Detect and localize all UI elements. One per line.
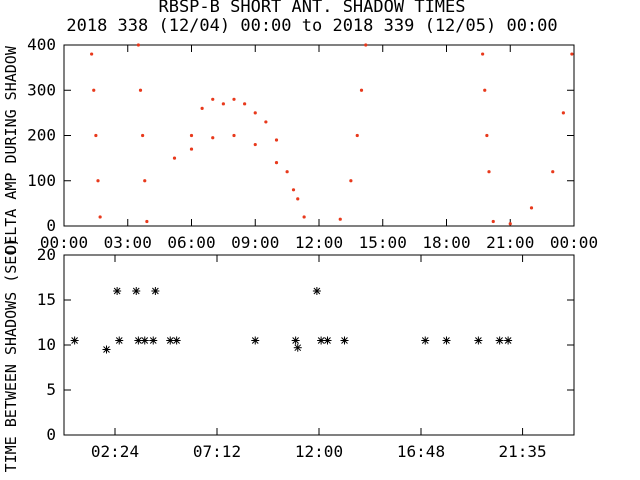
- data-point: [481, 52, 485, 56]
- data-point: [90, 52, 94, 56]
- data-point: [291, 188, 296, 192]
- data-point: [264, 120, 268, 124]
- x-tick-label: 15:00: [359, 233, 407, 252]
- top-y-axis-label: DELTA AMP DURING SHADOW: [2, 45, 20, 254]
- data-point: [338, 217, 342, 221]
- data-point: [138, 88, 143, 92]
- data-point: [211, 136, 215, 140]
- x-tick-label: 03:00: [104, 233, 152, 252]
- bottom-panel: 02:24 07:12 12:00 16:48 21:35 0 5 10 15 20: [37, 245, 575, 461]
- asterisk-point: [474, 336, 483, 345]
- data-point: [221, 102, 225, 106]
- asterisk-point: [340, 336, 349, 345]
- data-point: [364, 43, 368, 47]
- y-tick-label: 400: [27, 35, 56, 54]
- data-point: [136, 43, 140, 47]
- data-point: [508, 222, 512, 226]
- chart-title-line1: RBSP-B SHORT ANT. SHADOW TIMES: [158, 0, 465, 17]
- data-point: [302, 215, 306, 219]
- data-point: [483, 88, 487, 92]
- data-point: [243, 102, 247, 106]
- data-point: [172, 156, 177, 160]
- asterisk-point: [149, 336, 158, 345]
- data-point: [92, 88, 96, 92]
- data-point: [551, 170, 555, 174]
- asterisk-point: [291, 336, 300, 345]
- data-point: [143, 179, 147, 183]
- asterisk-point: [442, 336, 451, 345]
- x-tick-label: 12:00: [295, 442, 343, 461]
- x-tick-label: 21:00: [486, 233, 534, 252]
- x-tick-label: 16:48: [397, 442, 445, 461]
- bottom-plot-frame: [63, 254, 575, 436]
- asterisk-point: [140, 336, 149, 345]
- data-point: [232, 97, 236, 101]
- data-point: [200, 106, 204, 110]
- data-point: [145, 219, 149, 224]
- x-tick-label: 12:00: [295, 233, 343, 252]
- data-point: [349, 179, 353, 183]
- asterisk-point: [151, 287, 160, 295]
- y-tick-label: 200: [27, 126, 56, 145]
- asterisk-point: [251, 336, 260, 345]
- data-point: [485, 133, 489, 138]
- y-tick-label: 5: [46, 380, 56, 399]
- top-panel: 00:00 03:00 06:00 09:00 12:00 15:00 18:00 21:00…: [27, 35, 598, 252]
- data-point: [487, 170, 491, 174]
- asterisk-point: [102, 345, 111, 354]
- data-point: [296, 197, 300, 201]
- y-tick-label: 100: [27, 171, 56, 190]
- data-point: [491, 219, 495, 224]
- asterisk-point: [504, 336, 513, 345]
- data-point: [94, 133, 98, 138]
- x-tick-label: 00:00: [40, 233, 88, 252]
- data-point: [211, 97, 215, 101]
- y-tick-label: 15: [37, 290, 56, 309]
- x-tick-label: 21:35: [498, 442, 546, 461]
- x-tick-label: 07:12: [193, 442, 241, 461]
- data-point: [529, 206, 534, 210]
- asterisk-point: [115, 336, 124, 345]
- asterisk-point: [172, 336, 181, 345]
- y-tick-label: 300: [27, 80, 56, 99]
- asterisk-point: [312, 287, 321, 295]
- asterisk-point: [132, 287, 141, 295]
- data-point: [274, 138, 279, 142]
- x-tick-label: 06:00: [167, 233, 215, 252]
- data-point: [96, 179, 100, 183]
- asterisk-point: [293, 343, 302, 352]
- data-point: [274, 161, 279, 165]
- y-tick-label: 0: [46, 216, 56, 235]
- asterisk-point: [495, 336, 504, 345]
- data-point: [561, 111, 565, 115]
- data-point: [570, 52, 574, 56]
- data-point: [232, 133, 236, 138]
- data-point: [189, 133, 194, 138]
- data-point: [253, 111, 257, 115]
- top-plot-frame: [63, 44, 575, 227]
- chart-title-line2: 2018 338 (12/04) 00:00 to 2018 339 (12/0…: [66, 16, 557, 36]
- data-point: [189, 147, 194, 151]
- data-point: [141, 133, 145, 138]
- x-tick-label: 18:00: [422, 233, 470, 252]
- y-tick-label: 0: [46, 425, 56, 444]
- data-point: [98, 215, 102, 219]
- data-point: [355, 133, 359, 138]
- asterisk-point: [113, 287, 122, 295]
- bottom-y-axis-label: TIME BETWEEN SHADOWS (SEC): [2, 238, 20, 473]
- asterisk-point: [323, 336, 332, 345]
- x-tick-label: 02:24: [91, 442, 139, 461]
- y-tick-label: 20: [37, 245, 56, 264]
- data-point: [359, 88, 364, 92]
- asterisk-point: [421, 336, 430, 345]
- x-tick-label: 00:00: [550, 233, 598, 252]
- asterisk-point: [70, 336, 79, 345]
- y-tick-label: 10: [37, 335, 56, 354]
- x-tick-label: 09:00: [231, 233, 279, 252]
- asterisk-point: [134, 336, 143, 345]
- data-point: [253, 142, 257, 147]
- data-point: [285, 170, 289, 174]
